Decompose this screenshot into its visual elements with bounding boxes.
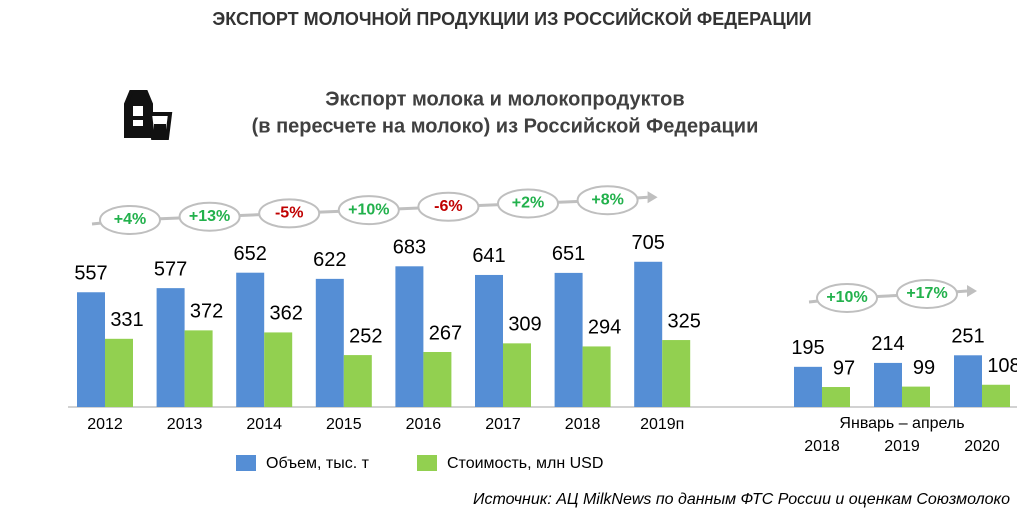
growth-bubble bbox=[497, 188, 559, 219]
bar bbox=[105, 338, 133, 407]
bar bbox=[264, 332, 293, 407]
legend-swatch bbox=[417, 455, 437, 471]
value-label: 97 bbox=[833, 357, 855, 379]
bar bbox=[77, 292, 105, 407]
growth-bubble bbox=[816, 283, 878, 313]
growth-bubble bbox=[258, 198, 321, 229]
value-label: 99 bbox=[913, 357, 935, 379]
bar bbox=[582, 346, 611, 407]
value-label: 641 bbox=[472, 245, 505, 267]
bar bbox=[343, 355, 372, 407]
value-label: 622 bbox=[313, 249, 346, 271]
x-tick-label: 2012 bbox=[87, 416, 123, 433]
bar bbox=[156, 288, 185, 407]
bar bbox=[954, 355, 982, 407]
value-label: 331 bbox=[110, 309, 143, 331]
growth-bubble bbox=[576, 185, 639, 216]
growth-label: +13% bbox=[189, 208, 230, 225]
value-label: 372 bbox=[190, 301, 223, 323]
value-label: 108 bbox=[987, 355, 1017, 377]
growth-label: +10% bbox=[826, 289, 867, 306]
growth-bubble bbox=[178, 201, 241, 232]
bar bbox=[982, 384, 1010, 407]
growth-bubble bbox=[896, 279, 958, 309]
x-tick-label: 2015 bbox=[326, 416, 362, 433]
growth-label: +8% bbox=[591, 191, 623, 208]
bar bbox=[554, 272, 583, 407]
bar bbox=[874, 362, 902, 407]
group-label: Январь – апрель bbox=[839, 415, 964, 432]
value-label: 705 bbox=[632, 232, 665, 254]
growth-bubble bbox=[99, 205, 161, 235]
value-label: 252 bbox=[349, 325, 382, 347]
arrowhead bbox=[647, 191, 658, 204]
bar bbox=[794, 366, 822, 407]
x-tick-label: 2019п bbox=[640, 416, 684, 433]
value-label: 362 bbox=[270, 303, 303, 325]
x-tick-label: 2016 bbox=[406, 416, 442, 433]
value-label: 214 bbox=[871, 333, 904, 355]
value-label: 251 bbox=[951, 326, 984, 348]
growth-label: +2% bbox=[512, 195, 544, 212]
bar bbox=[634, 261, 663, 407]
value-label: 577 bbox=[154, 258, 187, 280]
x-tick-label: 2020 bbox=[964, 438, 1000, 455]
value-label: 267 bbox=[429, 322, 462, 344]
bar bbox=[662, 340, 691, 407]
growth-bubble bbox=[417, 191, 480, 222]
milk-icon bbox=[124, 90, 173, 140]
value-label: 651 bbox=[552, 243, 585, 265]
value-label: 557 bbox=[74, 263, 107, 285]
value-label: 652 bbox=[234, 243, 267, 265]
x-tick-label: 2018 bbox=[804, 438, 840, 455]
growth-label: +10% bbox=[348, 201, 389, 218]
bar bbox=[315, 278, 344, 407]
value-label: 325 bbox=[668, 310, 701, 332]
bar bbox=[902, 386, 930, 407]
growth-bubble bbox=[337, 195, 400, 226]
value-label: 309 bbox=[508, 314, 541, 336]
growth-label: -6% bbox=[434, 198, 462, 215]
growth-label: -5% bbox=[275, 205, 303, 222]
arrowhead bbox=[967, 285, 977, 297]
bar bbox=[423, 351, 452, 407]
chart-title: (в пересчете на молоко) из Российской Фе… bbox=[252, 115, 759, 137]
growth-label: +4% bbox=[114, 211, 146, 228]
x-tick-label: 2014 bbox=[246, 416, 282, 433]
growth-label: +17% bbox=[906, 285, 947, 302]
x-tick-label: 2018 bbox=[565, 416, 601, 433]
source: Источник: АЦ MilkNews по данным ФТС Росс… bbox=[473, 491, 1010, 508]
x-tick-label: 2017 bbox=[485, 416, 521, 433]
value-label: 195 bbox=[791, 337, 824, 359]
bar bbox=[822, 387, 850, 407]
bar bbox=[475, 274, 503, 407]
bar bbox=[395, 266, 424, 407]
bar bbox=[184, 330, 213, 407]
chart-title: Экспорт молока и молокопродуктов bbox=[325, 88, 684, 110]
legend-label: Стоимость, млн USD bbox=[447, 455, 603, 472]
x-tick-label: 2019 bbox=[884, 438, 920, 455]
page-title: ЭКСПОРТ МОЛОЧНОЙ ПРОДУКЦИИ ИЗ РОССИЙСКОЙ… bbox=[212, 8, 811, 29]
value-label: 683 bbox=[393, 237, 426, 259]
bar bbox=[503, 343, 531, 407]
x-tick-label: 2013 bbox=[167, 416, 203, 433]
legend-swatch bbox=[236, 455, 256, 471]
legend-label: Объем, тыс. т bbox=[266, 455, 370, 472]
value-label: 294 bbox=[588, 317, 621, 339]
bar bbox=[236, 272, 265, 407]
